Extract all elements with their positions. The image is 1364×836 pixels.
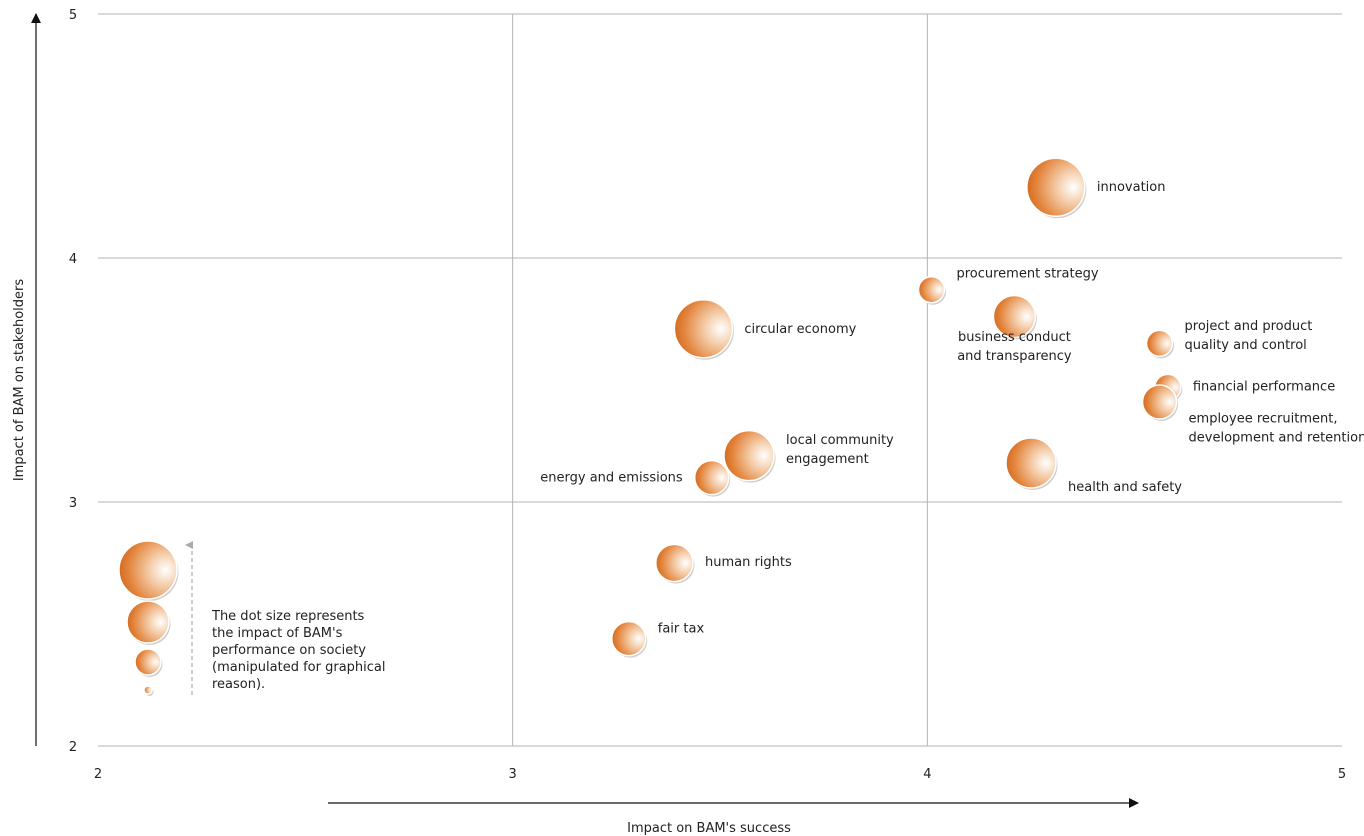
bubble-label-line: quality and control [1185,338,1307,353]
bubble-label-line: business conduct [958,330,1071,345]
x-tick-label: 4 [923,767,931,782]
bubble-label-line: human rights [705,555,792,570]
y-tick-label: 3 [69,496,77,511]
legend-text-line: reason). [212,677,265,692]
bubble-label: business conduct and transparency [957,330,1072,364]
legend-text-line: performance on society [212,643,366,658]
x-tick-label: 3 [509,767,517,782]
bubble-label: employee recruitment, development and ret… [1189,411,1364,445]
bubble-label: fair tax [658,622,705,637]
x-axis-ticks: 2 3 4 5 [94,767,1346,782]
bubble-label-line: and transparency [957,349,1072,364]
bubble-label: innovation [1097,180,1166,195]
bubble-label-line: innovation [1097,180,1166,195]
bubble [673,299,734,359]
bubble-label-line: circular economy [744,322,856,337]
bubble-label-line: health and safety [1068,480,1182,495]
bubble-labels: innovation procurement strategy circular e… [540,180,1364,636]
legend-bubble [118,540,178,600]
bubble-label: energy and emissions [540,471,683,486]
bubble-label-line: local community [786,433,894,448]
bubble-label-line: employee recruitment, [1189,411,1338,426]
legend-bubble [134,648,162,676]
bubble [992,294,1037,339]
x-tick-label: 5 [1338,767,1346,782]
legend-text-line: (manipulated for graphical [212,660,386,675]
bubble [1145,329,1174,358]
bubble-label: financial performance [1193,379,1335,394]
bubble [1005,437,1057,489]
bubble [655,543,694,583]
bubble [917,275,946,304]
bubble [693,459,730,496]
bubble-label-line: financial performance [1193,379,1335,394]
bubble [611,620,647,657]
bubble-label-line: engagement [786,452,869,467]
y-tick-label: 5 [69,8,77,23]
bubble-label-line: energy and emissions [540,471,683,486]
size-legend: The dot size represents the impact of BA… [118,540,390,696]
y-tick-label: 4 [69,252,77,267]
y-axis-ticks: 2 3 4 5 [69,8,77,755]
y-axis-title: Impact of BAM on stakeholders [12,279,27,482]
legend-text-line: the impact of BAM's [212,626,343,641]
legend-bubble [143,685,153,695]
bubble-label: procurement strategy [956,267,1098,282]
x-tick-label: 2 [94,767,102,782]
bubble-label: health and safety [1068,480,1182,495]
x-axis-title: Impact on BAM's success [627,821,791,836]
legend-text-line: The dot size represents [211,609,365,624]
bubble-label-line: fair tax [658,622,705,637]
bubble-label: project and product quality and control [1185,319,1313,353]
bubble [1141,384,1178,420]
legend-text: The dot size represents the impact of BA… [211,609,390,692]
legend-bubble [126,600,170,644]
bubble-label: circular economy [744,322,856,337]
bubble [723,429,775,482]
bubble-label-line: development and retention [1189,430,1364,445]
legend-bubbles [118,540,179,696]
bubbles [611,157,1183,658]
bubble-label: local community engagement [786,433,894,467]
bubble [1026,157,1086,217]
y-tick-label: 2 [69,740,77,755]
bubble-label-line: project and product [1185,319,1313,334]
grid-lines [98,13,1342,747]
bubble-label-line: procurement strategy [956,267,1098,282]
bubble-label: human rights [705,555,792,570]
